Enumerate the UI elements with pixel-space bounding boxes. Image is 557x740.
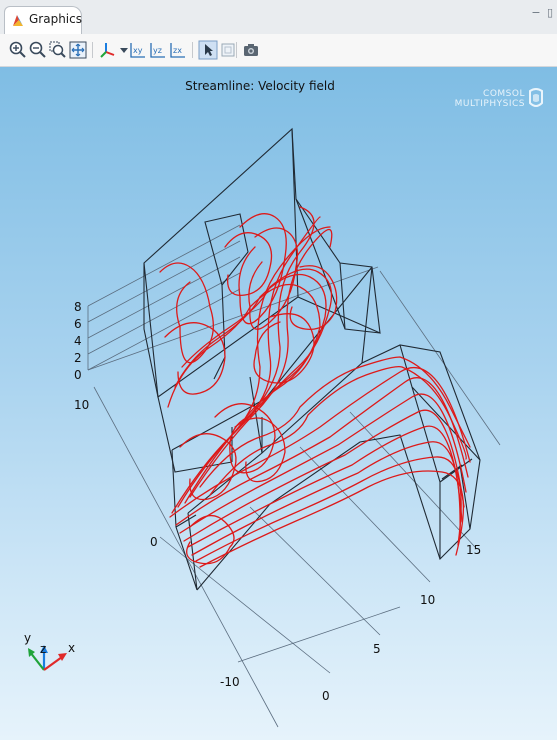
streamline [199, 356, 471, 488]
z-tick-label: 4 [74, 334, 82, 348]
streamline [164, 322, 226, 395]
x-tick-label: 5 [373, 642, 381, 656]
graphics-toolbar: xy yz zx [0, 34, 557, 67]
select-icon[interactable] [198, 40, 218, 60]
plot-title: Streamline: Velocity field [185, 79, 335, 93]
triad-y-label: y [24, 631, 31, 645]
streamline [234, 417, 286, 483]
tab-graphics[interactable]: Graphics [4, 6, 82, 34]
x-tick-label: 0 [322, 689, 330, 703]
zoom-extents-icon[interactable] [68, 40, 88, 60]
view-axis-icon[interactable] [98, 40, 118, 60]
z-tick-label: 8 [74, 300, 82, 314]
toolbar-separator [236, 42, 237, 58]
streamline [224, 232, 273, 296]
streamline [171, 226, 331, 514]
maximize-icon[interactable]: ▯ [546, 6, 554, 19]
y-axis-ticks: 10 0 -10 [74, 398, 240, 689]
view-zx-icon[interactable]: zx [168, 40, 188, 60]
x-tick-label: 15 [466, 543, 481, 557]
streamline [181, 268, 333, 408]
floor-grid-lines [87, 266, 501, 728]
streamline [179, 433, 237, 501]
view-yz-icon[interactable]: yz [148, 40, 168, 60]
comsol-brand-text: COMSOL MULTIPHYSICS [455, 89, 525, 109]
view-dropdown-chevron-icon[interactable] [114, 40, 128, 60]
view-xy-label: xy [133, 46, 143, 55]
x-tick-label: 10 [420, 593, 435, 607]
z-tick-label: 6 [74, 317, 82, 331]
streamline [184, 206, 315, 504]
axis-triad-icon: y z x [24, 631, 75, 671]
zoom-in-icon[interactable] [8, 40, 28, 60]
tab-bar: Graphics − ▯ [0, 0, 557, 35]
toolbar-separator [192, 42, 193, 58]
streamline [183, 409, 465, 542]
triad-x-label: x [68, 641, 75, 655]
y-tick-label: 10 [74, 398, 89, 412]
minimize-icon[interactable]: − [531, 6, 541, 19]
graphics-viewport[interactable]: Streamline: Velocity field COMSOL MULTIP… [0, 67, 557, 740]
streamline [186, 515, 235, 565]
streamline [199, 470, 465, 568]
z-tick-label: 2 [74, 351, 82, 365]
back-grid-lines [87, 224, 241, 371]
tab-label: Graphics [29, 12, 82, 26]
view-zx-label: zx [173, 46, 182, 55]
velocity-streamlines [159, 206, 471, 568]
streamline [187, 425, 463, 548]
zoom-box-icon[interactable] [48, 40, 68, 60]
streamline [195, 456, 462, 562]
streamline [175, 377, 469, 526]
comsol-logo-icon [529, 88, 543, 107]
brand-line-2: MULTIPHYSICS [454, 99, 525, 109]
brand-line-1: COMSOL [483, 89, 525, 99]
z-axis-ticks: 8 6 4 2 0 [74, 300, 82, 382]
streamline [238, 213, 287, 325]
view-yz-label: yz [153, 46, 162, 55]
transparency-icon[interactable] [218, 40, 238, 60]
view-xy-icon[interactable]: xy [128, 40, 148, 60]
z-tick-label: 0 [74, 368, 82, 382]
screenshot-icon[interactable] [241, 40, 261, 60]
streamline [167, 283, 321, 428]
triad-z-label: z [40, 642, 46, 656]
streamline [248, 227, 299, 330]
y-tick-label: -10 [220, 675, 240, 689]
streamline [253, 313, 315, 384]
toolbar-separator [92, 42, 93, 58]
comsol-graphics-icon [13, 15, 23, 26]
streamline [214, 403, 276, 474]
x-axis-ticks: 0 5 10 15 [322, 543, 481, 703]
streamline [289, 265, 338, 331]
y-tick-label: 0 [150, 535, 158, 549]
streamline [179, 393, 467, 534]
zoom-out-icon[interactable] [28, 40, 48, 60]
scene-3d: 8 6 4 2 0 10 0 -10 0 5 10 15 [24, 127, 501, 728]
streamline [209, 366, 467, 496]
streamline [191, 441, 461, 556]
streamline [159, 262, 214, 364]
streamline [169, 366, 471, 518]
